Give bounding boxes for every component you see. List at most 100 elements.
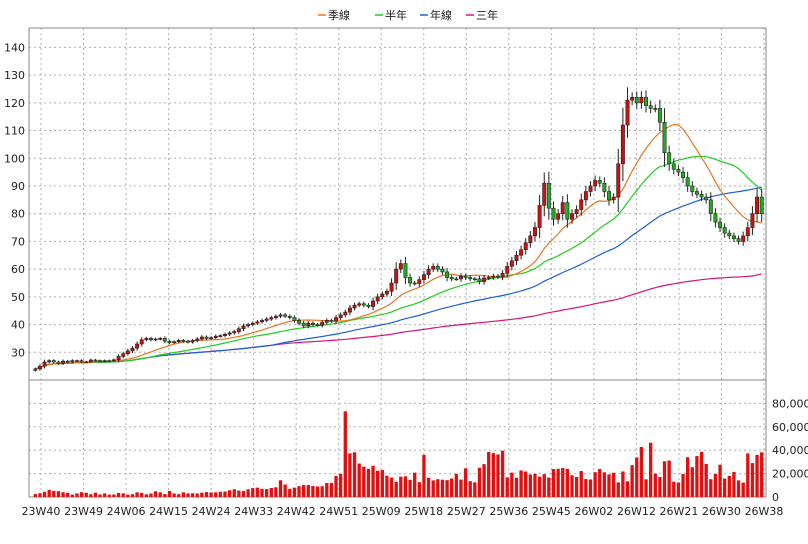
candle-body [93,359,98,362]
volume-bar [121,493,125,497]
candle-body [278,314,283,317]
candle-body [667,152,672,165]
candle-body [42,361,47,367]
candle-body [398,263,403,270]
volume-bar [181,492,186,497]
candle-body [431,266,436,270]
volume-bar [611,472,616,497]
candle-body [736,238,741,242]
volume-bar [190,493,195,497]
volume-bar [218,491,223,497]
volume-bar [209,492,213,497]
volume-bar [311,486,315,497]
volume-bar [431,480,435,497]
volume-bar [255,487,260,497]
candle-body [421,274,426,280]
candle-body [662,121,667,154]
candle-body [371,300,376,307]
volume-bar [639,446,644,497]
candle-body [704,196,709,201]
candle-body [722,227,727,234]
candle-body [593,180,598,187]
volume-bar [505,477,509,497]
volume-bar [84,492,88,497]
volume-tick-label: 20,000 [772,468,808,481]
candle-body [588,185,593,192]
volume-bar [408,479,412,497]
volume-bar [158,492,162,497]
candle-body [657,108,662,123]
volume-bar [482,464,486,497]
volume-bar [33,494,37,497]
price-tick-label: 80 [11,208,25,221]
volume-bar [440,479,445,497]
candle-body [486,277,491,279]
candle-body [607,191,611,201]
candle-body [172,341,177,344]
volume-bar [750,463,755,497]
candle-body [366,304,371,307]
volume-bar [551,469,556,497]
volume-bar [246,489,250,497]
candle-body [565,202,570,220]
candle-body [505,266,510,274]
candle-body [236,328,241,332]
volume-bar [371,465,375,497]
volume-bar [186,493,190,497]
volume-bar [528,474,533,497]
candle-body [287,315,292,318]
volume-bar [648,442,653,497]
candle-body [708,199,713,215]
candle-body [283,314,288,317]
volume-bar [422,454,426,497]
volume-bar [52,490,56,497]
candle-body [352,304,357,309]
candle-body [246,324,251,327]
candle-body [685,177,690,187]
volume-bar [140,492,144,497]
candle-body [310,322,315,325]
price-tick-label: 30 [11,346,25,359]
volume-bar [746,453,750,497]
legend-label-4: 三年 [476,8,498,22]
candle-body [694,191,699,195]
candle-body [65,360,70,363]
candle-body [255,321,260,324]
candle-body [218,335,223,337]
candle-body [306,322,311,327]
volume-bar [98,494,102,497]
candle-body [70,360,75,363]
candle-body [116,356,121,361]
x-tick-label: 25W36 [489,505,528,518]
volume-bar [709,479,713,497]
candle-body [273,315,278,318]
price-tick-label: 140 [4,41,25,54]
volume-tick-label: 60,000 [772,421,808,434]
volume-bar [200,492,204,497]
volume-bar [644,479,648,497]
candle-body [347,307,352,313]
volume-bar [593,472,597,497]
volume-bar [306,485,310,497]
candle-body [176,340,181,343]
volume-tick-label: 80,000 [772,397,808,410]
candle-body [125,350,130,354]
volume-bar [473,482,477,497]
candle-body [602,182,607,192]
volume-bar [630,465,634,497]
volume-bar [292,487,297,497]
candle-body [162,338,167,342]
candle-body [597,180,602,184]
candle-body [121,353,126,357]
volume-bar [204,492,209,497]
volume-bar [598,468,602,497]
candle-body [292,317,297,321]
volume-bar [315,486,320,497]
candle-body [468,277,473,280]
volume-bar [450,478,454,497]
volume-bar [621,471,625,497]
candle-body [417,279,422,284]
price-axis: 30 40 50 60 70 80 90 100 110 120 130 140 [4,41,25,359]
volume-bar [607,474,611,497]
ma-line-1 [35,123,762,370]
